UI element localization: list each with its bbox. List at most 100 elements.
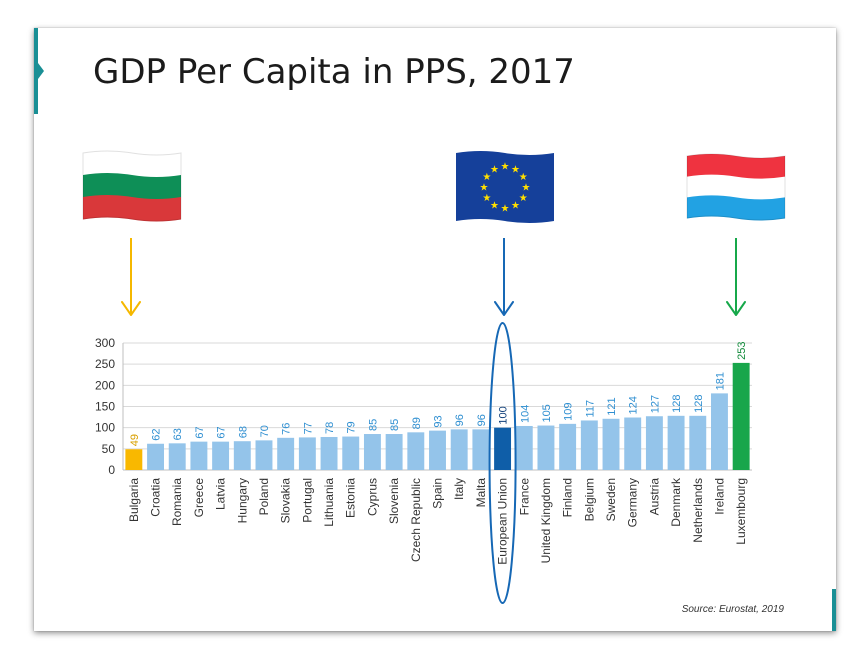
data-label: 89 — [411, 417, 423, 429]
data-label: 70 — [259, 425, 271, 437]
x-tick-label: Bulgaria — [127, 478, 141, 522]
bar — [472, 429, 490, 470]
bar — [298, 437, 316, 470]
bar — [125, 449, 143, 470]
bar — [602, 418, 620, 470]
x-tick-label: United Kingdom — [539, 478, 553, 563]
x-tick-label: Greece — [192, 478, 206, 518]
eu-star-icon: ★ — [519, 172, 528, 183]
data-label: 109 — [563, 402, 575, 420]
eu-star-icon: ★ — [490, 201, 499, 212]
bar — [494, 427, 512, 470]
y-tick-label: 50 — [102, 442, 116, 456]
x-tick-label: Slovakia — [279, 478, 293, 524]
data-label: 93 — [433, 415, 445, 427]
bar — [689, 415, 707, 470]
eu-star-icon: ★ — [511, 201, 520, 212]
data-label: 96 — [476, 414, 488, 426]
data-label: 85 — [367, 419, 379, 431]
eu-star-icon: ★ — [490, 164, 499, 175]
data-label: 79 — [346, 421, 358, 433]
bar — [212, 441, 230, 470]
eu-star-icon: ★ — [511, 164, 520, 175]
eu-star-icon: ★ — [480, 183, 489, 194]
bar — [168, 443, 186, 470]
x-tick-label: Hungary — [235, 478, 249, 523]
bar — [385, 434, 403, 470]
data-label: 128 — [671, 394, 683, 412]
luxembourg-flag-icon — [686, 153, 786, 221]
y-tick-label: 100 — [95, 421, 115, 435]
x-tick-label: Czech Republic — [409, 478, 423, 562]
data-label: 121 — [606, 397, 618, 415]
eu-arrow-icon — [494, 238, 514, 316]
bar — [363, 434, 381, 470]
y-tick-label: 150 — [95, 400, 115, 414]
x-tick-label: Netherlands — [691, 478, 705, 543]
bar — [342, 436, 360, 470]
data-label: 127 — [649, 395, 661, 413]
eu-star-icon: ★ — [501, 162, 510, 173]
x-tick-label: Spain — [431, 478, 445, 509]
x-tick-label: Poland — [257, 478, 271, 515]
bar — [624, 417, 642, 470]
bar — [277, 437, 295, 470]
left-accent-triangle — [38, 63, 44, 79]
x-tick-label: Denmark — [669, 477, 683, 527]
eu-highlight-ellipse — [488, 322, 517, 604]
x-tick-label: Portugal — [300, 478, 314, 523]
y-tick-label: 0 — [108, 463, 115, 477]
bar — [559, 423, 577, 470]
data-label: 68 — [237, 426, 249, 438]
data-label: 62 — [151, 429, 163, 441]
data-label: 85 — [389, 419, 401, 431]
bar — [255, 440, 273, 470]
bar — [429, 430, 446, 470]
bar — [233, 441, 251, 470]
bar — [667, 415, 685, 470]
bar — [732, 362, 750, 470]
data-label: 96 — [454, 414, 466, 426]
data-label: 76 — [281, 423, 293, 435]
x-tick-label: Finland — [561, 478, 575, 517]
bar — [645, 416, 663, 470]
slide: GDP Per Capita in PPS, 2017 Source: Euro… — [34, 28, 836, 631]
data-label: 67 — [216, 426, 228, 438]
data-label: 124 — [628, 396, 640, 414]
x-tick-label: Malta — [474, 478, 488, 508]
data-label: 128 — [693, 394, 705, 412]
x-tick-label: Croatia — [149, 478, 163, 517]
eu-star-icon: ★ — [501, 204, 510, 215]
bar — [450, 429, 468, 470]
bar — [407, 432, 425, 470]
x-tick-label: Italy — [452, 478, 466, 500]
x-tick-label: Luxembourg — [734, 478, 748, 545]
x-tick-label: Romania — [170, 478, 184, 526]
data-label: 253 — [736, 342, 748, 360]
data-label: 49 — [129, 434, 141, 446]
x-tick-label: Belgium — [582, 478, 596, 521]
y-tick-label: 250 — [95, 357, 115, 371]
bulgaria-flag-icon — [82, 150, 182, 222]
right-accent-bar — [832, 589, 836, 631]
x-tick-label: Estonia — [344, 478, 358, 518]
x-tick-label: Austria — [647, 478, 661, 516]
x-tick-label: Slovenia — [387, 478, 401, 524]
bar — [147, 443, 164, 470]
x-tick-label: Latvia — [214, 478, 228, 510]
bar — [190, 441, 208, 470]
data-label: 67 — [194, 426, 206, 438]
data-label: 117 — [584, 400, 596, 418]
data-label: 63 — [172, 428, 184, 440]
x-tick-label: Lithuania — [322, 478, 336, 527]
left-accent-bar — [34, 28, 38, 114]
luxembourg-arrow-icon — [726, 238, 746, 316]
x-tick-label: Germany — [626, 478, 640, 527]
data-label: 100 — [498, 406, 510, 424]
data-label: 181 — [714, 372, 726, 390]
bar — [537, 425, 555, 470]
source-note: Source: Eurostat, 2019 — [681, 604, 784, 615]
x-tick-label: Cyprus — [365, 478, 379, 516]
eu-star-icon: ★ — [482, 172, 491, 183]
